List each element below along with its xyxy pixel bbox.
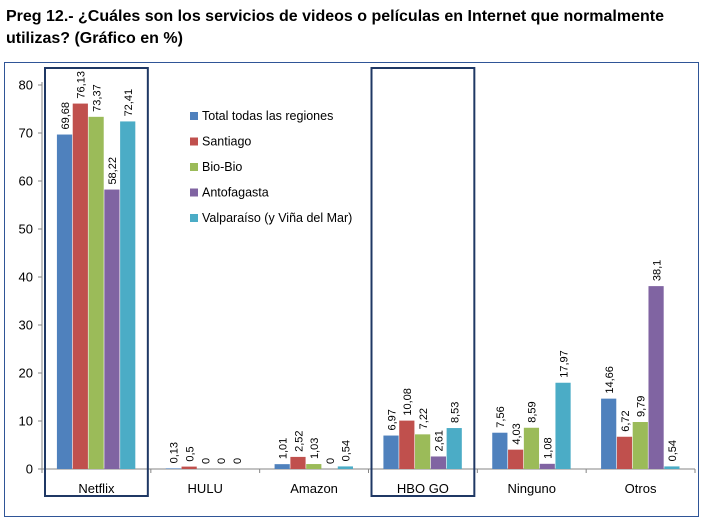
bar [415, 434, 431, 469]
highlight-box [370, 67, 476, 497]
bar [508, 449, 524, 469]
data-label: 1,01 [277, 438, 289, 459]
page-title: Preg 12.- ¿Cuáles son los servicios de v… [6, 8, 664, 47]
bar [56, 134, 73, 469]
bar [120, 121, 136, 469]
bar [274, 464, 290, 469]
legend-label: Santiago [202, 135, 251, 149]
y-tick-label: 50 [19, 222, 33, 237]
data-label: 73,37 [91, 84, 103, 112]
bar [664, 466, 680, 469]
bar [165, 468, 181, 469]
legend-label: Total todas las regiones [202, 109, 333, 123]
data-label: 8,59 [527, 401, 539, 422]
data-label: 0 [200, 458, 212, 464]
bar [555, 382, 571, 469]
data-label: 14,66 [604, 366, 616, 394]
x-tick-label: HULU [188, 481, 223, 496]
data-label: 6,97 [386, 409, 398, 430]
data-label: 1,03 [309, 438, 321, 459]
data-label: 69,68 [60, 102, 72, 130]
data-label: 72,41 [123, 89, 135, 117]
bar [399, 420, 415, 469]
data-label: 10,08 [402, 388, 414, 416]
bar [601, 398, 617, 469]
y-tick-label: 30 [19, 318, 33, 333]
bar [290, 456, 306, 469]
x-tick-label: HBO GO [397, 481, 449, 496]
data-label: 0,54 [341, 440, 353, 461]
data-label: 0 [232, 458, 244, 464]
x-tick-label: Otros [625, 481, 657, 496]
x-tick-label: Netflix [78, 481, 115, 496]
y-tick-label: 20 [19, 366, 33, 381]
data-label: 7,22 [418, 408, 430, 429]
bar [648, 286, 664, 469]
legend-swatch [190, 163, 198, 171]
data-label: 8,53 [450, 402, 462, 423]
legend-label: Valparaíso (y Viña del Mar) [202, 211, 352, 225]
bar [616, 436, 633, 469]
data-label: 2,61 [434, 430, 446, 451]
bar [337, 466, 353, 469]
bar [446, 428, 462, 469]
legend-swatch [190, 112, 198, 120]
x-tick-label: Ninguno [508, 481, 556, 496]
data-label: 0 [325, 458, 337, 464]
data-label: 76,13 [76, 71, 88, 99]
chart-frame [4, 62, 699, 517]
bar [383, 435, 399, 469]
data-label: 6,72 [620, 410, 632, 431]
y-tick-label: 70 [19, 126, 33, 141]
bar [88, 116, 104, 469]
legend-swatch [190, 137, 198, 146]
data-label: 0 [216, 458, 228, 464]
bar [523, 427, 540, 469]
y-tick-label: 60 [19, 174, 33, 189]
bar [72, 103, 88, 470]
data-label: 58,22 [107, 157, 119, 185]
legend-label: Antofagasta [202, 186, 269, 200]
data-label: 1,08 [543, 437, 555, 458]
bar [632, 422, 648, 469]
bar [104, 189, 120, 469]
bar [539, 463, 555, 469]
data-label: 0,54 [667, 440, 679, 461]
bar [181, 466, 197, 469]
data-label: 0,5 [184, 446, 196, 461]
x-tick-label: Amazon [290, 481, 338, 496]
legend-swatch [190, 214, 198, 222]
y-tick-label: 80 [19, 78, 33, 93]
y-tick-label: 40 [19, 270, 33, 285]
bar [492, 432, 508, 469]
data-label: 4,03 [511, 423, 523, 444]
data-label: 38,1 [651, 260, 663, 281]
bar [306, 464, 322, 469]
legend-swatch [190, 188, 198, 197]
highlight-box [44, 67, 149, 497]
legend-label: Bio-Bio [202, 160, 242, 174]
data-label: 9,79 [636, 396, 648, 417]
y-tick-label: 0 [26, 462, 33, 477]
data-label: 0,13 [169, 442, 181, 463]
data-label: 7,56 [495, 406, 507, 427]
bar [430, 456, 447, 469]
data-label: 2,52 [293, 430, 305, 451]
data-label: 17,97 [558, 350, 570, 378]
y-tick-label: 10 [19, 414, 33, 429]
